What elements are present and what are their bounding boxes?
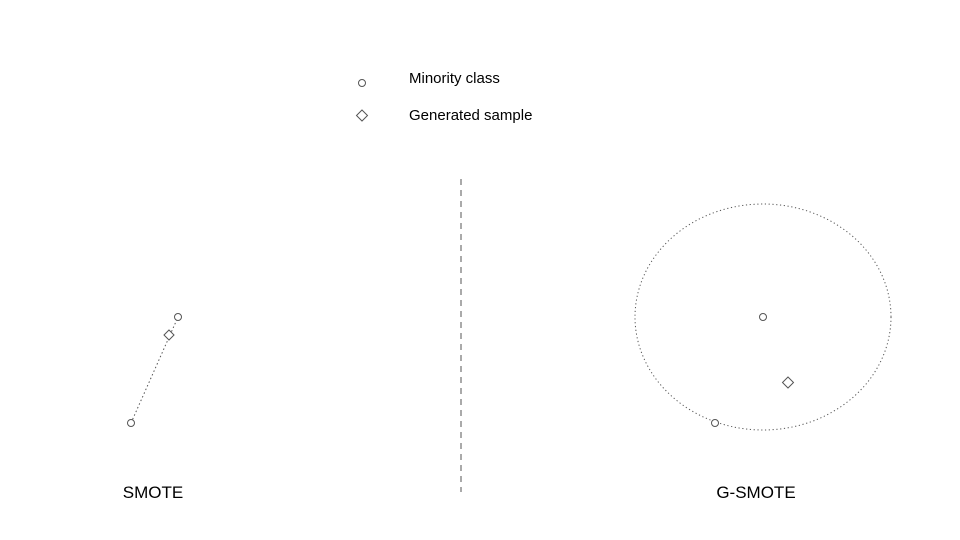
legend-generated-label: Generated sample [409, 107, 533, 124]
legend-minority-label: Minority class [409, 70, 500, 87]
gsmote-geometric-region [634, 203, 892, 431]
gsmote-neighbor-minority-sample [711, 419, 719, 427]
gsmote-generated-sample [781, 376, 795, 389]
legend-generated-marker-icon [355, 109, 369, 122]
legend-minority-marker-icon [358, 79, 366, 87]
smote-panel-label: SMOTE [122, 483, 184, 502]
gsmote-center-minority-sample [759, 313, 767, 321]
smote-generated-sample [163, 329, 175, 341]
smote-minority-sample-a [174, 313, 182, 321]
gsmote-panel-label: G-SMOTE [716, 483, 796, 502]
smote-minority-sample-b [127, 419, 135, 427]
